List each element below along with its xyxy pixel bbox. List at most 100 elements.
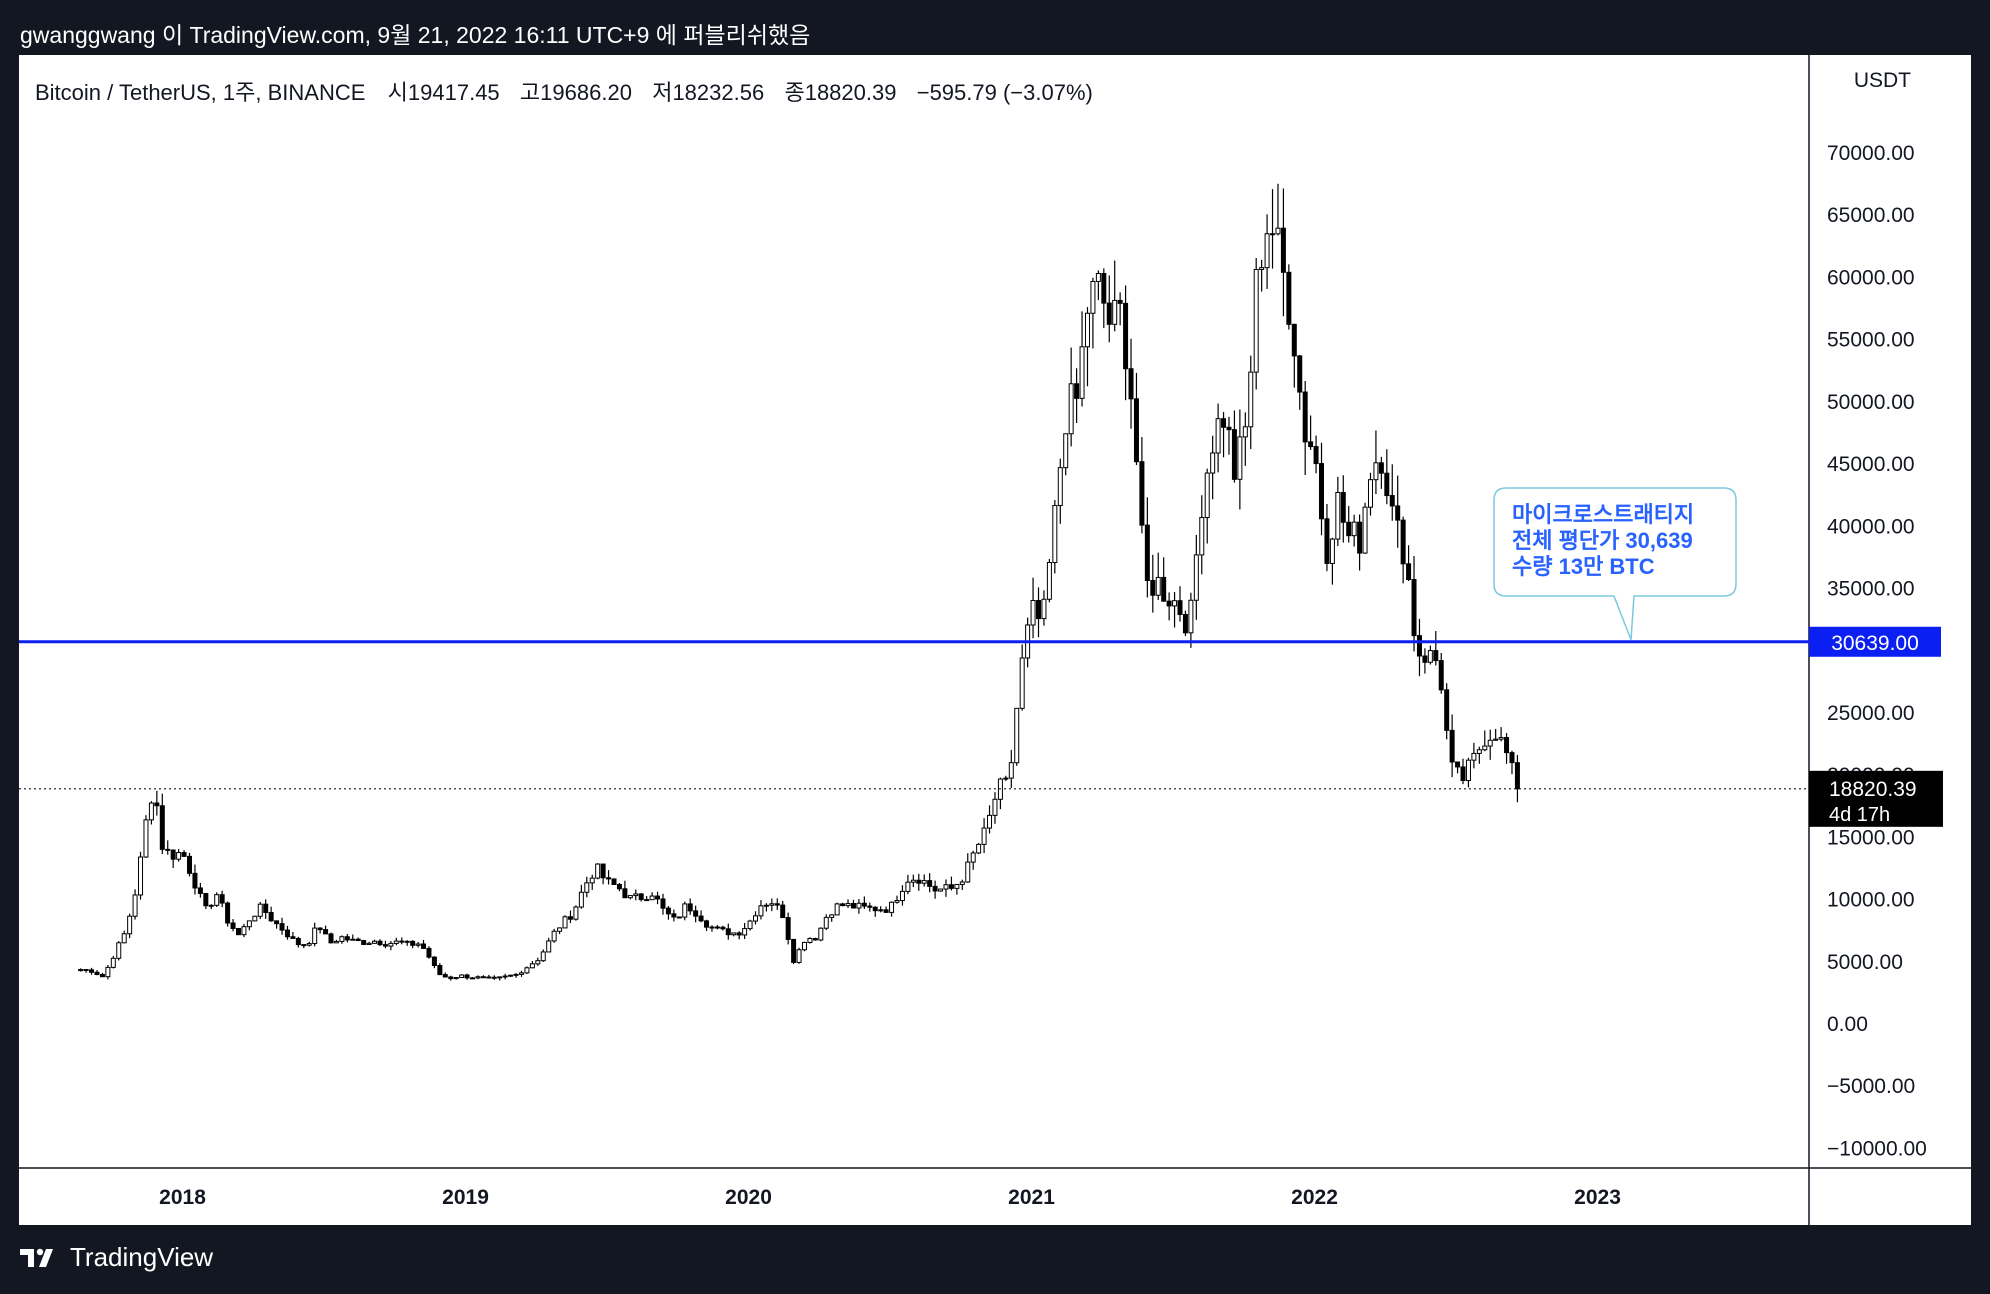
candle-body bbox=[1395, 505, 1401, 521]
candle-body bbox=[1324, 518, 1330, 564]
candle-body bbox=[279, 923, 285, 931]
candle-body bbox=[595, 863, 601, 879]
candle-body bbox=[1384, 472, 1390, 497]
candle-body bbox=[105, 966, 111, 978]
candle-body bbox=[214, 894, 220, 906]
candle-body bbox=[502, 975, 508, 978]
candle-body bbox=[1270, 233, 1276, 236]
candle-body bbox=[1406, 563, 1412, 580]
candle-body bbox=[698, 915, 704, 922]
candle-body bbox=[562, 916, 568, 929]
candle-body bbox=[785, 917, 791, 940]
candle-body bbox=[954, 883, 960, 889]
candle-body bbox=[399, 940, 405, 943]
candle-body bbox=[1090, 280, 1096, 314]
candle-body bbox=[1210, 452, 1216, 474]
candle-body bbox=[187, 855, 193, 874]
candle-body bbox=[889, 901, 895, 913]
candle-body bbox=[263, 903, 269, 914]
candle-body bbox=[812, 938, 818, 941]
candle-body bbox=[856, 902, 862, 909]
candle-body bbox=[480, 976, 486, 979]
candle-body bbox=[763, 904, 769, 907]
candle-body bbox=[1373, 462, 1379, 481]
candle-body bbox=[1411, 578, 1417, 637]
candle-body bbox=[1150, 580, 1156, 596]
candle-body bbox=[1514, 762, 1520, 790]
candle-body bbox=[366, 942, 372, 945]
symbol-name[interactable]: Bitcoin / TetherUS, 1주, BINANCE bbox=[35, 80, 366, 105]
callout-text: 전체 평단가 30,639 bbox=[1512, 528, 1693, 553]
candle-body bbox=[1455, 761, 1461, 768]
candle-body bbox=[589, 877, 595, 884]
open-label: 시 bbox=[387, 80, 408, 105]
candle-body bbox=[981, 827, 987, 845]
candle-body bbox=[274, 920, 280, 925]
candle-body bbox=[1291, 323, 1297, 357]
candle-body bbox=[687, 903, 693, 912]
candle-body bbox=[1493, 738, 1499, 741]
candle-body bbox=[1302, 391, 1308, 443]
candle-body bbox=[426, 947, 432, 958]
candle-body bbox=[1248, 371, 1254, 428]
candle-body bbox=[410, 940, 416, 946]
candle-body bbox=[1465, 759, 1471, 782]
candle-body bbox=[731, 932, 737, 936]
candle-body bbox=[328, 933, 334, 944]
candles bbox=[78, 183, 1520, 981]
candle-body bbox=[1476, 749, 1482, 754]
candle-body bbox=[508, 974, 514, 977]
candle-body bbox=[1019, 657, 1025, 709]
candle-body bbox=[970, 852, 976, 863]
last-price-tag-label: 18820.39 bbox=[1829, 778, 1917, 801]
candle-body bbox=[611, 878, 617, 885]
candle-body bbox=[758, 905, 764, 917]
tradingview-logo-icon bbox=[20, 1248, 53, 1267]
candle-body bbox=[584, 882, 590, 893]
candle-body bbox=[774, 903, 780, 906]
candle-body bbox=[99, 974, 105, 978]
candle-body bbox=[1046, 561, 1052, 600]
candle-body bbox=[361, 940, 367, 945]
candle-body bbox=[116, 942, 122, 959]
candle-body bbox=[89, 969, 95, 973]
candle-body bbox=[94, 971, 100, 976]
candle-body bbox=[339, 936, 345, 942]
candle-body bbox=[1095, 272, 1101, 282]
candle-body bbox=[557, 927, 563, 932]
symbol-legend: Bitcoin / TetherUS, 1주, BINANCE 시19417.4… bbox=[35, 75, 1093, 107]
candle-body bbox=[497, 976, 503, 979]
candle-body bbox=[676, 916, 682, 919]
brand-name: TradingView bbox=[70, 1242, 214, 1272]
open-value: 19417.45 bbox=[407, 80, 500, 105]
candle-body bbox=[644, 899, 650, 902]
candlestick-chart[interactable]: 70000.00 65000.00 60000.00 55000.00 50000.00… bbox=[19, 55, 1971, 1225]
candle-body bbox=[1204, 472, 1210, 519]
candle-body bbox=[1144, 524, 1150, 582]
candle-body bbox=[442, 974, 448, 978]
candle-body bbox=[823, 916, 829, 929]
candle-body bbox=[693, 910, 699, 917]
candle-body bbox=[1193, 554, 1199, 601]
candle-body bbox=[976, 843, 982, 854]
candle-body bbox=[148, 802, 154, 821]
candle-body bbox=[83, 969, 89, 972]
chart-frame[interactable]: 70000.00 65000.00 60000.00 55000.00 50000.00… bbox=[19, 55, 1971, 1225]
candle-body bbox=[948, 884, 954, 889]
candle-body bbox=[1231, 429, 1237, 480]
candle-body bbox=[551, 930, 557, 942]
candle-body bbox=[1003, 777, 1009, 780]
y-tick-label: 15000.00 bbox=[1827, 826, 1915, 849]
candle-body bbox=[1460, 766, 1466, 782]
price-axis-unit[interactable]: USDT bbox=[1853, 69, 1911, 92]
candle-body bbox=[165, 848, 171, 851]
candle-body bbox=[791, 938, 797, 963]
candle-body bbox=[323, 929, 329, 935]
candle-body bbox=[1079, 346, 1085, 399]
candle-body bbox=[834, 903, 840, 916]
close-label: 종 bbox=[784, 80, 805, 105]
tradingview-brand[interactable]: TradingView bbox=[20, 1242, 213, 1273]
candle-body bbox=[225, 902, 231, 924]
candle-body bbox=[818, 927, 824, 941]
candle-body bbox=[938, 888, 944, 892]
